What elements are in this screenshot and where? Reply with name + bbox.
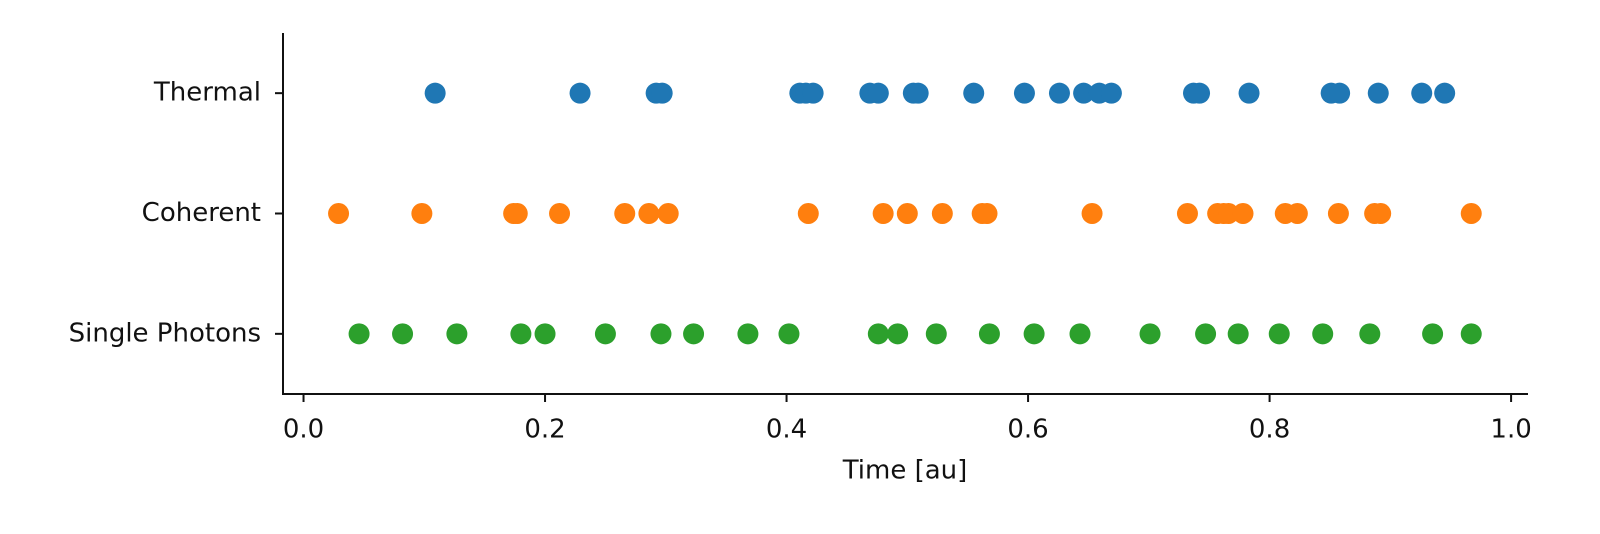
event-point — [1370, 203, 1392, 224]
event-point — [887, 323, 909, 345]
event-point — [1422, 323, 1444, 345]
event-point — [1232, 203, 1254, 224]
event-point — [1327, 203, 1349, 224]
event-point — [506, 203, 528, 224]
event-point — [1069, 323, 1091, 345]
event-point — [328, 203, 350, 224]
event-point — [1359, 323, 1381, 345]
event-point — [1329, 82, 1351, 104]
event-point — [1023, 323, 1045, 345]
event-point — [797, 203, 819, 224]
event-point — [651, 82, 673, 104]
event-point — [534, 323, 556, 345]
y-tick-label: Thermal — [153, 78, 261, 108]
event-point — [1227, 323, 1249, 345]
event-point — [446, 323, 468, 345]
event-point — [1434, 82, 1456, 104]
event-point — [925, 323, 947, 345]
event-point — [1218, 203, 1240, 224]
event-point — [549, 203, 571, 224]
event-point — [683, 323, 705, 345]
event-point — [896, 203, 918, 224]
y-tick-label: Single Photons — [69, 318, 261, 348]
event-point — [1013, 82, 1035, 104]
x-tick-label: 0.4 — [766, 415, 807, 445]
event-point — [638, 203, 660, 224]
event-point — [963, 82, 985, 104]
event-point — [650, 323, 672, 345]
x-tick-label: 0.6 — [1007, 415, 1048, 445]
event-point — [1238, 82, 1260, 104]
event-point — [392, 323, 414, 345]
event-point — [976, 203, 998, 224]
event-point — [1268, 323, 1290, 345]
event-point — [1312, 323, 1334, 345]
event-point — [1189, 82, 1211, 104]
event-point — [424, 82, 446, 104]
event-point — [867, 323, 889, 345]
event-point — [1081, 203, 1103, 224]
event-point — [737, 323, 759, 345]
event-point — [1073, 82, 1095, 104]
event-point — [1367, 82, 1389, 104]
event-point — [411, 203, 433, 224]
event-point — [778, 323, 800, 345]
x-tick-label: 0.8 — [1249, 415, 1290, 445]
event-point — [1460, 203, 1482, 224]
event-point — [1100, 82, 1122, 104]
event-point — [569, 82, 591, 104]
x-tick-label: 0.2 — [524, 415, 565, 445]
event-point — [1460, 323, 1482, 345]
event-point — [348, 323, 370, 345]
x-tick-label: 1.0 — [1490, 415, 1531, 445]
event-point — [657, 203, 679, 224]
event-point — [510, 323, 532, 345]
x-axis-label: Time [au] — [842, 456, 968, 486]
event-point — [1139, 323, 1161, 345]
event-point — [1176, 203, 1198, 224]
event-point — [802, 82, 824, 104]
event-point — [931, 203, 953, 224]
event-point — [1411, 82, 1433, 104]
event-point — [867, 82, 889, 104]
y-tick-label: Coherent — [142, 198, 261, 228]
event-point — [872, 203, 894, 224]
event-point — [614, 203, 636, 224]
event-point — [978, 323, 1000, 345]
event-point — [907, 82, 929, 104]
event-point — [1048, 82, 1070, 104]
event-point — [594, 323, 616, 345]
event-point — [1195, 323, 1217, 345]
event-point — [1286, 203, 1308, 224]
x-tick-label: 0.0 — [283, 415, 324, 445]
